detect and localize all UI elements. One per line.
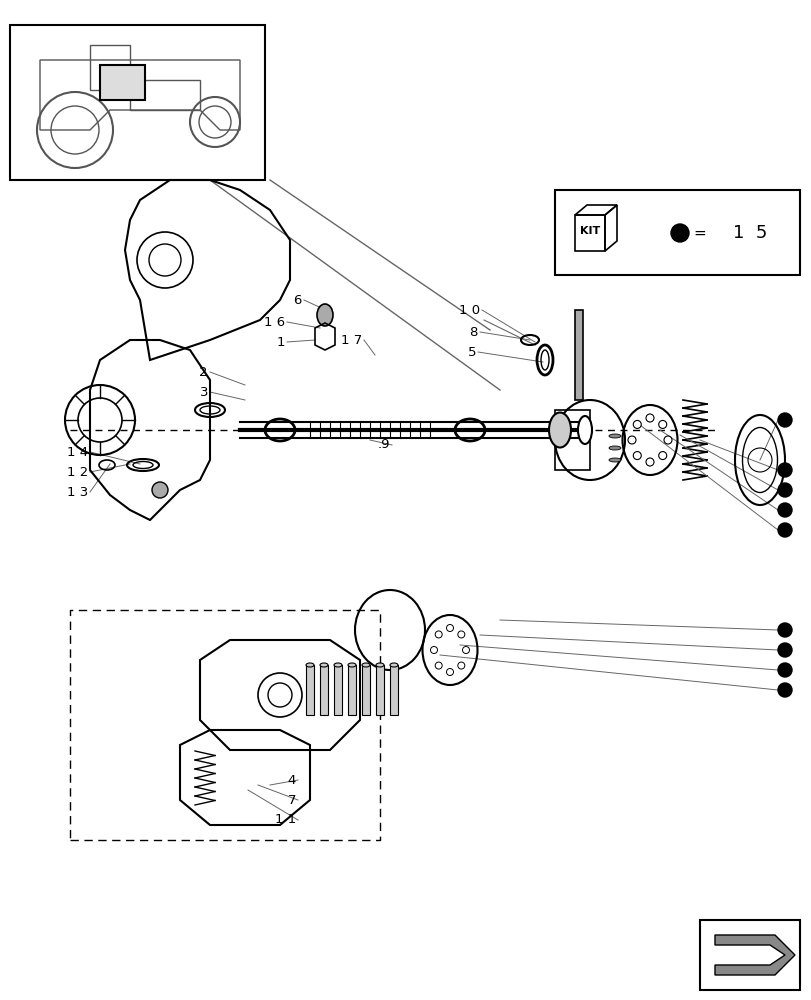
Bar — [362, 665, 370, 715]
Ellipse shape — [306, 663, 314, 667]
Circle shape — [627, 436, 635, 444]
Circle shape — [777, 463, 791, 477]
Circle shape — [646, 414, 653, 422]
Text: 1: 1 — [277, 336, 285, 349]
Ellipse shape — [316, 304, 333, 326]
Circle shape — [152, 482, 168, 498]
Text: =: = — [693, 226, 706, 240]
Circle shape — [457, 631, 464, 638]
Ellipse shape — [333, 663, 341, 667]
Bar — [333, 665, 341, 715]
Circle shape — [777, 413, 791, 427]
Circle shape — [663, 436, 672, 444]
Bar — [389, 665, 397, 715]
Bar — [375, 665, 384, 715]
Text: 1 2: 1 2 — [67, 466, 88, 479]
Circle shape — [446, 624, 453, 632]
Text: .9: .9 — [377, 438, 389, 452]
Circle shape — [777, 643, 791, 657]
Bar — [320, 665, 328, 715]
Circle shape — [658, 452, 666, 460]
Circle shape — [777, 623, 791, 637]
Text: 6: 6 — [294, 294, 302, 306]
Ellipse shape — [362, 663, 370, 667]
Ellipse shape — [389, 663, 397, 667]
Ellipse shape — [548, 412, 570, 448]
Circle shape — [777, 483, 791, 497]
Circle shape — [435, 662, 442, 669]
Text: 1 7: 1 7 — [341, 334, 362, 347]
Text: 4: 4 — [287, 774, 296, 786]
Circle shape — [777, 663, 791, 677]
Text: KIT: KIT — [579, 226, 599, 236]
Ellipse shape — [348, 663, 355, 667]
Text: 8: 8 — [469, 326, 478, 338]
Circle shape — [446, 668, 453, 676]
Ellipse shape — [608, 434, 620, 438]
Circle shape — [462, 646, 469, 654]
Circle shape — [777, 503, 791, 517]
Bar — [348, 665, 355, 715]
Circle shape — [777, 523, 791, 537]
Circle shape — [633, 452, 641, 460]
Text: 1  5: 1 5 — [732, 224, 766, 242]
Circle shape — [430, 646, 437, 654]
Circle shape — [633, 420, 641, 428]
Circle shape — [777, 683, 791, 697]
Text: 3: 3 — [200, 385, 208, 398]
Polygon shape — [714, 935, 794, 975]
Bar — [554, 190, 799, 275]
Circle shape — [646, 458, 653, 466]
Ellipse shape — [375, 663, 384, 667]
Circle shape — [670, 224, 689, 242]
Text: 5: 5 — [467, 346, 475, 359]
Text: 7: 7 — [287, 793, 296, 806]
Circle shape — [435, 631, 442, 638]
Bar — [574, 310, 582, 400]
Bar — [10, 25, 264, 180]
Text: 1 3: 1 3 — [67, 486, 88, 498]
Circle shape — [457, 662, 464, 669]
Circle shape — [658, 420, 666, 428]
Text: 2: 2 — [200, 365, 208, 378]
Ellipse shape — [577, 416, 591, 444]
Bar — [554, 410, 590, 470]
Ellipse shape — [608, 446, 620, 450]
Text: 1 1: 1 1 — [274, 813, 296, 826]
Text: 1 6: 1 6 — [264, 316, 285, 328]
Bar — [306, 665, 314, 715]
Text: 1 4: 1 4 — [67, 446, 88, 458]
Bar — [699, 920, 799, 990]
Ellipse shape — [608, 458, 620, 462]
Text: 1 0: 1 0 — [458, 304, 479, 316]
Bar — [100, 65, 145, 100]
Ellipse shape — [320, 663, 328, 667]
